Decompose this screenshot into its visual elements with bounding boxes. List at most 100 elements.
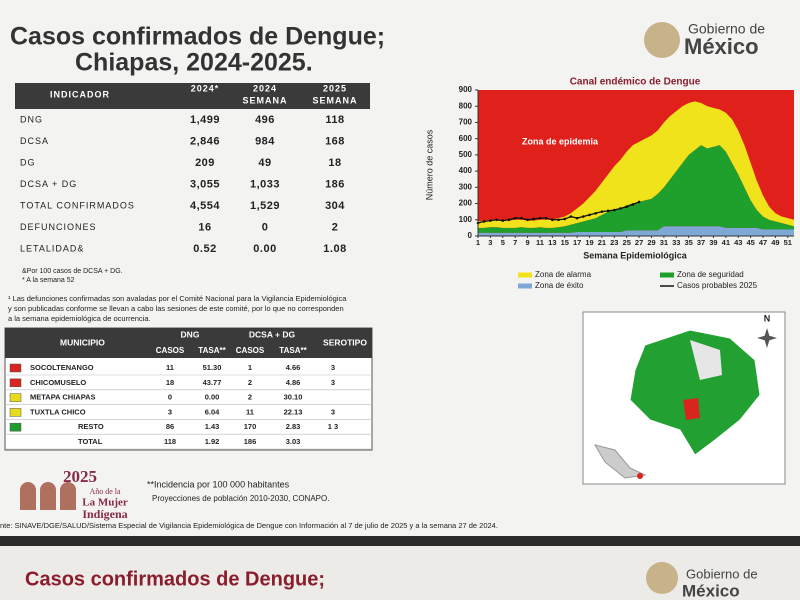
x-tick-label: 47 xyxy=(759,238,767,247)
table-cell: SOCOLTENANGO xyxy=(30,363,94,372)
table-cell: TOTAL CONFIRMADOS xyxy=(20,200,135,210)
note: ¹ Las defunciones confirmadas son avalad… xyxy=(8,294,347,303)
table-cell: 86 xyxy=(166,422,174,431)
table-cell: 170 xyxy=(244,422,257,431)
table-cell: 0 xyxy=(262,221,269,233)
table-cell: 6.04 xyxy=(205,407,220,416)
table-cell: 1 xyxy=(248,363,252,372)
logo-emblem xyxy=(644,22,680,58)
column-header: 2024* xyxy=(191,83,220,93)
cases-point xyxy=(532,217,536,221)
y-tick-label: 300 xyxy=(459,182,473,191)
table-cell: DEFUNCIONES xyxy=(20,222,97,232)
table-cell: TUXTLA CHICO xyxy=(30,407,86,416)
x-axis-label: Semana Epidemiológica xyxy=(583,250,688,260)
table-cell: 984 xyxy=(255,135,275,147)
cases-point xyxy=(482,220,486,223)
zone-area xyxy=(478,226,794,236)
cases-point xyxy=(526,218,529,222)
table-cell: 1 3 xyxy=(328,422,338,431)
map xyxy=(582,311,786,485)
table-cell: RESTO xyxy=(78,422,104,431)
table-cell: 0.52 xyxy=(193,243,216,255)
column-header: SEROTIPO xyxy=(323,337,367,347)
x-tick-label: 41 xyxy=(722,238,730,247)
table-cell: DCSA xyxy=(20,136,49,146)
table-cell: 2 xyxy=(332,221,339,233)
table-cell: 0.00 xyxy=(253,243,276,255)
cases-point xyxy=(489,219,492,222)
x-tick-label: 7 xyxy=(513,238,517,247)
year-logo: Año de la xyxy=(89,487,121,496)
table-cell: 16 xyxy=(198,221,211,233)
map-region xyxy=(683,398,700,420)
cases-point xyxy=(606,209,610,213)
y-tick-label: 700 xyxy=(459,118,473,127)
table-cell: METAPA CHIAPAS xyxy=(30,393,96,402)
cases-point xyxy=(637,200,641,204)
status-swatch xyxy=(9,393,22,402)
column-header: CASOS xyxy=(236,346,265,355)
table-cell: 1.08 xyxy=(323,243,346,255)
year-logo: 2025 xyxy=(63,467,97,486)
table-cell: 0 xyxy=(168,393,172,402)
table-cell: LETALIDAD& xyxy=(20,243,84,253)
legend-label: Zona de éxito xyxy=(535,281,584,290)
note: a la semana epidemiológica de ocurrencia… xyxy=(8,314,151,323)
column-header: DNG xyxy=(181,329,200,339)
table-cell: 1,033 xyxy=(250,178,280,190)
cases-point xyxy=(582,215,585,218)
year-logo: La Mujer xyxy=(82,497,128,509)
note: * A la semana 52 xyxy=(22,277,75,284)
x-tick-label: 15 xyxy=(561,238,569,247)
table-cell: 209 xyxy=(195,157,215,169)
logo-text: México xyxy=(684,34,759,59)
table-cell: 1.43 xyxy=(205,422,220,431)
y-tick-label: 800 xyxy=(459,101,473,110)
table-cell: 186 xyxy=(244,437,257,446)
cases-point xyxy=(507,218,511,222)
column-header: CASOS xyxy=(156,346,185,355)
logo-text: Gobierno de xyxy=(686,566,758,581)
table-cell: 30.10 xyxy=(284,393,303,402)
table-cell: 11 xyxy=(166,363,174,372)
table-cell: 11 xyxy=(246,407,254,416)
cases-point xyxy=(575,216,579,220)
table-cell: DG xyxy=(20,157,36,167)
cases-point xyxy=(600,210,604,213)
table-cell: 0.00 xyxy=(205,393,220,402)
x-tick-label: 27 xyxy=(635,238,643,247)
zone-area xyxy=(478,145,794,233)
table-cell: 4.86 xyxy=(286,378,301,387)
status-swatch xyxy=(9,378,22,388)
table-cell: 3 xyxy=(168,407,172,416)
cases-point xyxy=(569,215,573,218)
table-cell: 1,499 xyxy=(190,114,220,126)
x-tick-label: 39 xyxy=(709,238,717,247)
cases-point xyxy=(625,205,629,209)
table-cell: 2 xyxy=(248,378,252,387)
cases-point xyxy=(501,219,505,222)
cases-point xyxy=(557,218,560,222)
table-cell: 3 xyxy=(331,378,335,387)
column-header: TASA** xyxy=(279,346,307,355)
cases-point xyxy=(513,216,517,220)
table-cell: CHICOMUSELO xyxy=(30,378,86,387)
cases-point xyxy=(588,213,591,217)
title: Casos confirmados de Dengue; xyxy=(10,23,385,51)
table-cell: 22.13 xyxy=(284,407,303,416)
x-tick-label: 21 xyxy=(598,238,606,247)
map-region xyxy=(690,340,722,380)
table-cell: 49 xyxy=(258,157,271,169)
logo-text: Gobierno de xyxy=(688,21,765,37)
table-cell: 118 xyxy=(325,114,344,126)
legend-swatch xyxy=(518,272,532,278)
table-cell: 18 xyxy=(166,378,174,387)
table-cell: 1.92 xyxy=(205,437,220,446)
table-cell: 3,055 xyxy=(190,178,220,190)
column-header: 2024 xyxy=(253,83,277,93)
column-header: SEMANA xyxy=(312,95,357,105)
table-cell: 4,554 xyxy=(190,200,220,212)
table-cell: 1,529 xyxy=(250,200,280,212)
